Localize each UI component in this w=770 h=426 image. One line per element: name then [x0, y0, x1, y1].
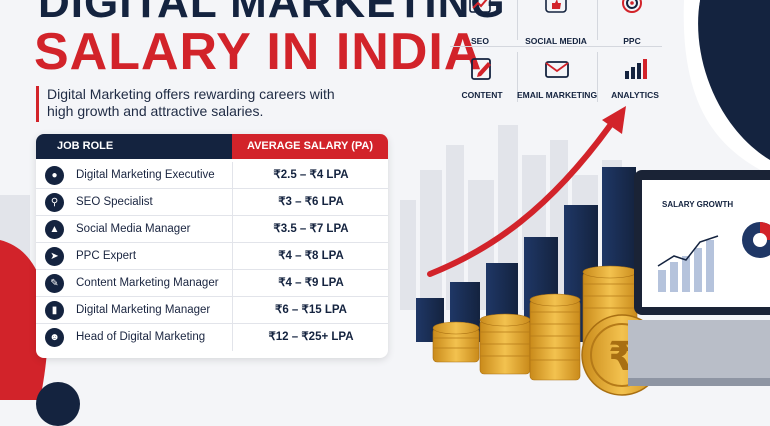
table-row: ● Digital Marketing Executive ₹2.5 – ₹4 … — [36, 162, 388, 189]
job-role: PPC Expert — [76, 250, 137, 262]
arrow-head-icon — [602, 106, 626, 134]
table-row: ⚲ SEO Specialist ₹3 – ₹6 LPA — [36, 189, 388, 216]
service-email-marketing: EMAIL MARKETING — [502, 56, 612, 100]
title-line-2: SALARY IN INDIA — [34, 23, 483, 81]
table-row: ➤ PPC Expert ₹4 – ₹8 LPA — [36, 243, 388, 270]
job-role: SEO Specialist — [76, 196, 153, 208]
laptop-screen-title: SALARY GROWTH — [662, 200, 734, 209]
target-icon — [622, 0, 642, 13]
service-label: ANALYTICS — [611, 90, 659, 100]
analytics-icon — [625, 59, 647, 79]
team-icon: ☻ — [45, 328, 64, 347]
divider — [597, 0, 598, 40]
table-row: ▮ Digital Marketing Manager ₹6 – ₹15 LPA — [36, 297, 388, 324]
table-row: ☻ Head of Digital Marketing ₹12 – ₹25+ L… — [36, 324, 388, 351]
service-label: PPC — [623, 36, 641, 46]
pencil-icon: ✎ — [45, 274, 64, 293]
salary-range: ₹3.5 – ₹7 LPA — [232, 216, 388, 243]
job-role: Content Marketing Manager — [76, 277, 219, 289]
envelope-icon — [545, 61, 569, 78]
mini-bar-chart — [657, 235, 719, 292]
bar-chart-icon: ▮ — [45, 301, 64, 320]
seo-chart-icon — [469, 0, 491, 13]
search-icon: ⚲ — [45, 193, 64, 212]
table-header-salary: AVERAGE SALARY (PA) — [232, 134, 388, 159]
thumbs-up-icon: ▲ — [45, 220, 64, 239]
divider — [450, 46, 662, 47]
services-grid: SEO SOCIAL MEDIA PPC CONTENT EMAIL MARKE… — [440, 0, 670, 110]
salary-range: ₹6 – ₹15 LPA — [232, 297, 388, 324]
job-role: Digital Marketing Manager — [76, 304, 211, 316]
service-ppc: PPC — [592, 0, 672, 46]
divider — [597, 52, 598, 102]
service-seo: SEO — [440, 0, 520, 46]
edit-icon — [471, 58, 491, 80]
service-label: SOCIAL MEDIA — [525, 36, 587, 46]
bottom-badge-icon — [36, 382, 80, 426]
table-row: ✎ Content Marketing Manager ₹4 – ₹9 LPA — [36, 270, 388, 297]
cursor-icon: ➤ — [45, 247, 64, 266]
salary-table: JOB ROLE AVERAGE SALARY (PA) ● Digital M… — [36, 134, 388, 358]
growth-arrow — [427, 117, 617, 277]
salary-range: ₹3 – ₹6 LPA — [232, 189, 388, 216]
user-icon: ● — [45, 166, 64, 185]
service-analytics: ANALYTICS — [595, 56, 675, 100]
social-like-icon — [545, 0, 567, 13]
divider — [517, 0, 518, 40]
salary-range: ₹4 – ₹9 LPA — [232, 270, 388, 297]
job-role: Digital Marketing Executive — [76, 169, 215, 181]
salary-range: ₹12 – ₹25+ LPA — [232, 324, 388, 351]
service-label: SEO — [471, 36, 489, 46]
subtitle: Digital Marketing offers rewarding caree… — [36, 86, 337, 122]
service-social-media: SOCIAL MEDIA — [516, 0, 596, 46]
laptop-illustration — [628, 170, 770, 386]
title-line-1: DIGITAL MARKETING — [38, 0, 506, 27]
job-role: Social Media Manager — [76, 223, 191, 235]
salary-range: ₹4 – ₹8 LPA — [232, 243, 388, 270]
salary-range: ₹2.5 – ₹4 LPA — [232, 162, 388, 189]
table-row: ▲ Social Media Manager ₹3.5 – ₹7 LPA — [36, 216, 388, 243]
job-role: Head of Digital Marketing — [76, 331, 206, 343]
service-label: EMAIL MARKETING — [516, 90, 598, 100]
service-label: CONTENT — [461, 90, 503, 100]
divider — [517, 52, 518, 102]
service-content: CONTENT — [442, 56, 522, 100]
table-header-role: JOB ROLE — [36, 134, 232, 159]
